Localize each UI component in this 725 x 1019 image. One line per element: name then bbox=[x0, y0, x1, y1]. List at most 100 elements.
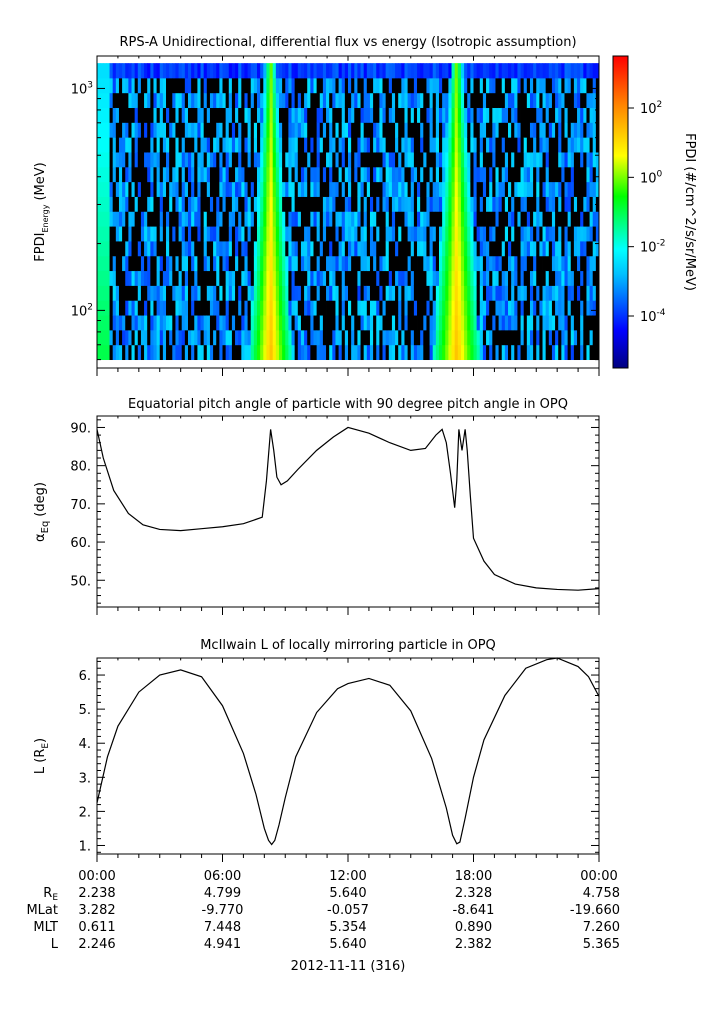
spectrogram-cell bbox=[316, 285, 321, 301]
spectrogram-cell bbox=[570, 152, 575, 168]
spectrogram-cell bbox=[476, 92, 481, 109]
spectrogram-cell bbox=[106, 122, 110, 138]
spectrogram-cell bbox=[235, 211, 239, 227]
spectrogram-cell bbox=[501, 300, 506, 316]
spectrogram-cell bbox=[203, 107, 208, 123]
spectrogram-cell bbox=[508, 107, 512, 123]
spectrogram-cell bbox=[533, 270, 537, 286]
spectrogram-cell bbox=[504, 137, 509, 153]
spectrogram-cell bbox=[297, 181, 302, 197]
spectrogram-cell bbox=[376, 315, 380, 331]
spectrogram-cell bbox=[316, 77, 321, 94]
spectrogram-cell bbox=[222, 285, 227, 301]
spectrogram-cell bbox=[313, 137, 318, 153]
spectrogram-cell bbox=[294, 107, 299, 123]
spectrogram-cell bbox=[479, 196, 484, 212]
spectrogram-cell bbox=[294, 181, 299, 197]
spectrogram-cell bbox=[423, 63, 427, 79]
spectrogram-cell bbox=[269, 300, 274, 316]
spectrogram-cell bbox=[307, 270, 311, 286]
spectrogram-cell bbox=[209, 77, 214, 94]
spectrogram-cell bbox=[464, 77, 468, 94]
spectrogram-cell bbox=[272, 107, 277, 123]
spectrogram-cell bbox=[435, 255, 440, 272]
spectrogram-cell bbox=[326, 211, 330, 227]
spectrogram-cell bbox=[514, 255, 518, 272]
spectrogram-cell bbox=[187, 255, 192, 272]
spectrogram-cell bbox=[460, 196, 465, 212]
spectrogram-cell bbox=[476, 344, 481, 361]
spectrogram-cell bbox=[410, 92, 415, 109]
spectrogram-cell bbox=[203, 300, 208, 316]
spectrogram-cell bbox=[363, 300, 368, 316]
mcilwain-l-y-axis: 1.2.3.4.5.6. bbox=[79, 660, 599, 854]
spectrogram-cell bbox=[329, 315, 333, 331]
spectrogram-cell bbox=[589, 166, 594, 183]
spectrogram-cell bbox=[385, 344, 390, 361]
spectrogram-cell bbox=[420, 166, 424, 183]
spectrogram-cell bbox=[369, 107, 374, 123]
spectrogram-cell bbox=[445, 226, 449, 242]
spectrogram-cell bbox=[100, 285, 104, 301]
spectrogram-cell bbox=[178, 315, 183, 331]
spectrogram-cell bbox=[511, 122, 515, 138]
spectrogram-cell bbox=[329, 166, 333, 183]
spectrogram-cell bbox=[338, 315, 343, 331]
spectrogram-cell bbox=[373, 211, 377, 227]
spectrogram-cell bbox=[479, 241, 484, 257]
spectrogram-cell bbox=[561, 63, 565, 79]
spectrogram-cell bbox=[200, 226, 205, 242]
spectrogram-cell bbox=[445, 241, 449, 257]
spectrogram-cell bbox=[586, 315, 590, 331]
spectrogram-cell bbox=[558, 344, 562, 361]
spectrogram-cell bbox=[589, 315, 594, 331]
spectrogram-cell bbox=[564, 181, 569, 197]
spectrogram-cell bbox=[97, 344, 101, 361]
spectrogram-cell bbox=[567, 285, 572, 301]
mcilwain-l-panel: McIlwain L of locally mirroring particle… bbox=[33, 638, 600, 862]
spectrogram-cell bbox=[464, 181, 468, 197]
spectrogram-cell bbox=[275, 137, 280, 153]
spectrogram-cell bbox=[369, 226, 374, 242]
spectrogram-cell bbox=[341, 300, 346, 316]
spectrogram-cell bbox=[379, 166, 383, 183]
spectrogram-cell bbox=[366, 77, 371, 94]
spectrogram-cell bbox=[335, 241, 339, 257]
spectrogram-cell bbox=[150, 285, 154, 301]
spectrogram-cell bbox=[354, 241, 358, 257]
spectrogram-cell bbox=[278, 344, 283, 361]
spectrogram-cell bbox=[297, 107, 302, 123]
spectrogram-cell bbox=[536, 300, 540, 316]
spectrogram-cell bbox=[464, 241, 468, 257]
spectrogram-cell bbox=[413, 255, 418, 272]
spectrogram-cell bbox=[457, 152, 462, 168]
spectrogram-cell bbox=[266, 255, 270, 272]
spectrogram-cell bbox=[326, 241, 330, 257]
spectrogram-cell bbox=[348, 285, 352, 301]
spectrogram-cell bbox=[260, 211, 264, 227]
spectrogram-cell bbox=[542, 255, 547, 272]
spectrogram-cell bbox=[395, 137, 399, 153]
spectrogram-cell bbox=[228, 329, 233, 346]
spectrogram-cell bbox=[231, 315, 236, 331]
spectrogram-cell bbox=[526, 329, 531, 346]
spectrogram-cell bbox=[125, 344, 129, 361]
spectrogram-cell bbox=[558, 122, 562, 138]
spectrogram-cell bbox=[583, 315, 587, 331]
spectrogram-cell bbox=[272, 63, 277, 79]
spectrogram-cell bbox=[103, 285, 107, 301]
spectrogram-cell bbox=[159, 255, 164, 272]
spectrogram-cell bbox=[200, 196, 205, 212]
spectrogram-cell bbox=[269, 166, 274, 183]
spectrogram-cell bbox=[338, 300, 343, 316]
spectrogram-cell bbox=[473, 329, 478, 346]
spectrogram-cell bbox=[338, 196, 343, 212]
spectrogram-cell bbox=[172, 166, 176, 183]
spectrogram-cell bbox=[426, 285, 430, 301]
spectrogram-cell bbox=[558, 241, 562, 257]
spectrogram-cell bbox=[573, 300, 578, 316]
spectrogram-cell bbox=[288, 344, 292, 361]
spectrogram-cell bbox=[586, 285, 590, 301]
spectrogram-cell bbox=[250, 122, 255, 138]
spectrogram-cell bbox=[382, 255, 387, 272]
